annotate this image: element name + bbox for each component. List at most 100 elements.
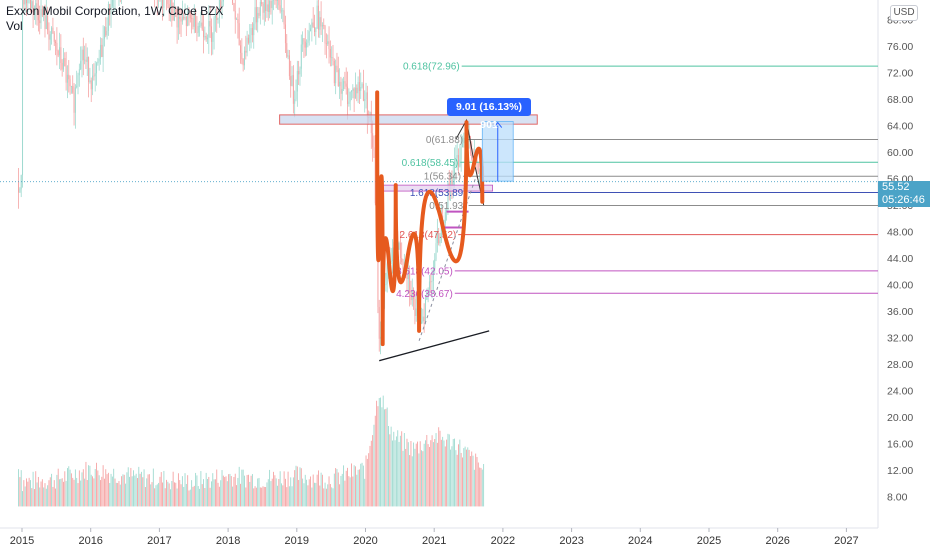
volume-bar bbox=[481, 469, 483, 507]
candle-body bbox=[210, 26, 212, 42]
volume-bar bbox=[205, 472, 207, 507]
volume-bar bbox=[86, 480, 88, 507]
candle-body bbox=[451, 180, 453, 186]
volume-bar bbox=[377, 406, 379, 507]
candle-body bbox=[241, 52, 243, 60]
volume-bar bbox=[398, 441, 400, 507]
volume-bar bbox=[290, 477, 292, 507]
volume-bar bbox=[196, 475, 198, 507]
volume-bar bbox=[77, 483, 79, 507]
candle-body bbox=[209, 21, 211, 27]
volume-bar bbox=[171, 481, 173, 507]
candle-body bbox=[76, 85, 78, 88]
candle-body bbox=[192, 18, 194, 27]
candle-body bbox=[374, 150, 376, 204]
volume-bar bbox=[311, 487, 313, 507]
candle-body bbox=[31, 1, 33, 9]
volume-bar bbox=[374, 415, 376, 507]
volume-bar bbox=[142, 477, 144, 507]
candle-body bbox=[204, 36, 206, 38]
candle-body bbox=[295, 91, 297, 100]
candle-body bbox=[356, 87, 358, 94]
volume-bar bbox=[109, 483, 111, 507]
candle-body bbox=[68, 74, 70, 80]
candle-body bbox=[221, 1, 223, 7]
x-tick-label: 2024 bbox=[628, 535, 652, 547]
volume-bar bbox=[442, 436, 444, 507]
volume-bar bbox=[376, 400, 378, 507]
candle-body bbox=[275, 0, 277, 1]
volume-bar bbox=[28, 477, 30, 507]
volume-bar bbox=[448, 434, 450, 507]
volume-bar bbox=[347, 467, 348, 507]
dashed-projection-line[interactable] bbox=[418, 178, 476, 341]
volume-bar bbox=[392, 440, 393, 507]
volume-bar bbox=[384, 409, 385, 507]
measure-label[interactable]: 9.01 (16.13%) 901 bbox=[447, 98, 531, 131]
y-tick-label: 32.00 bbox=[887, 333, 913, 345]
y-tick-label: 40.00 bbox=[887, 280, 913, 292]
fib-level-label: 1(56.34) bbox=[424, 172, 461, 183]
volume-bar bbox=[327, 484, 329, 507]
volume-bar bbox=[122, 474, 124, 507]
resistance-zone[interactable] bbox=[279, 114, 538, 125]
volume-bar bbox=[106, 474, 108, 507]
volume-bar bbox=[415, 443, 417, 507]
volume-bar bbox=[238, 466, 240, 507]
time-axis[interactable]: 2015 2016 2017 2018 2019 2020 2021 2022 2023 2024… bbox=[10, 528, 859, 547]
volume-bar bbox=[176, 488, 178, 507]
drawings[interactable]: 0.618(72.96) 0(61.88) 0.618(58.45) 1(56.34)… bbox=[0, 62, 878, 362]
candle-body bbox=[47, 15, 49, 31]
fib-level-label: 0(61.88) bbox=[426, 135, 463, 146]
volume-bar bbox=[131, 476, 133, 507]
volume-bar bbox=[425, 440, 426, 507]
abcd-projection-line[interactable] bbox=[455, 118, 485, 206]
candle-body bbox=[410, 291, 412, 301]
candle-body bbox=[323, 24, 325, 27]
candle-body bbox=[172, 14, 174, 21]
volume-bar bbox=[430, 440, 432, 507]
volume-bar bbox=[237, 477, 239, 507]
symbol-title[interactable]: Exxon Mobil Corporation, 1W, Cboe BZX bbox=[6, 4, 224, 18]
volume-bar bbox=[70, 473, 72, 507]
volume-bar bbox=[370, 440, 372, 507]
price-scale-background[interactable] bbox=[878, 0, 932, 528]
candle-body bbox=[32, 1, 34, 13]
candle-body bbox=[407, 273, 409, 279]
volume-bar bbox=[179, 480, 181, 507]
support-trendline[interactable] bbox=[379, 330, 490, 362]
candle-body bbox=[246, 37, 248, 53]
candle-body bbox=[206, 37, 208, 40]
candle-body bbox=[56, 42, 58, 51]
volume-bar bbox=[89, 465, 91, 507]
volume-bar bbox=[432, 442, 434, 507]
candle-body bbox=[162, 0, 164, 8]
volume-bar bbox=[464, 446, 466, 507]
volume-bar bbox=[483, 463, 485, 507]
volume-bar bbox=[435, 433, 437, 507]
volume-bar bbox=[287, 471, 289, 507]
currency-button[interactable]: USD bbox=[890, 5, 918, 21]
volume-bar bbox=[250, 475, 252, 507]
candle-body bbox=[18, 181, 20, 193]
candle-body bbox=[73, 92, 75, 113]
volume-indicator-label[interactable]: Vol bbox=[6, 19, 23, 33]
candle-body bbox=[72, 86, 74, 93]
fib-level-label: 0.618(58.45) bbox=[402, 158, 459, 169]
volume-bar bbox=[362, 465, 364, 507]
volume-bar bbox=[410, 441, 412, 507]
candle-body bbox=[423, 316, 425, 322]
y-tick-label: 76.00 bbox=[887, 41, 913, 53]
volume-bar bbox=[130, 467, 132, 507]
y-tick-label: 20.00 bbox=[887, 412, 913, 424]
candle-body bbox=[291, 75, 293, 86]
volume-bar bbox=[18, 469, 20, 507]
double-bottom-pattern-line[interactable] bbox=[375, 90, 485, 347]
volume-bar bbox=[66, 468, 68, 507]
candle-body bbox=[53, 33, 55, 42]
volume-bar bbox=[407, 442, 409, 507]
candle-body bbox=[284, 24, 286, 44]
candle-body bbox=[175, 7, 177, 14]
volume-bar bbox=[307, 485, 309, 507]
